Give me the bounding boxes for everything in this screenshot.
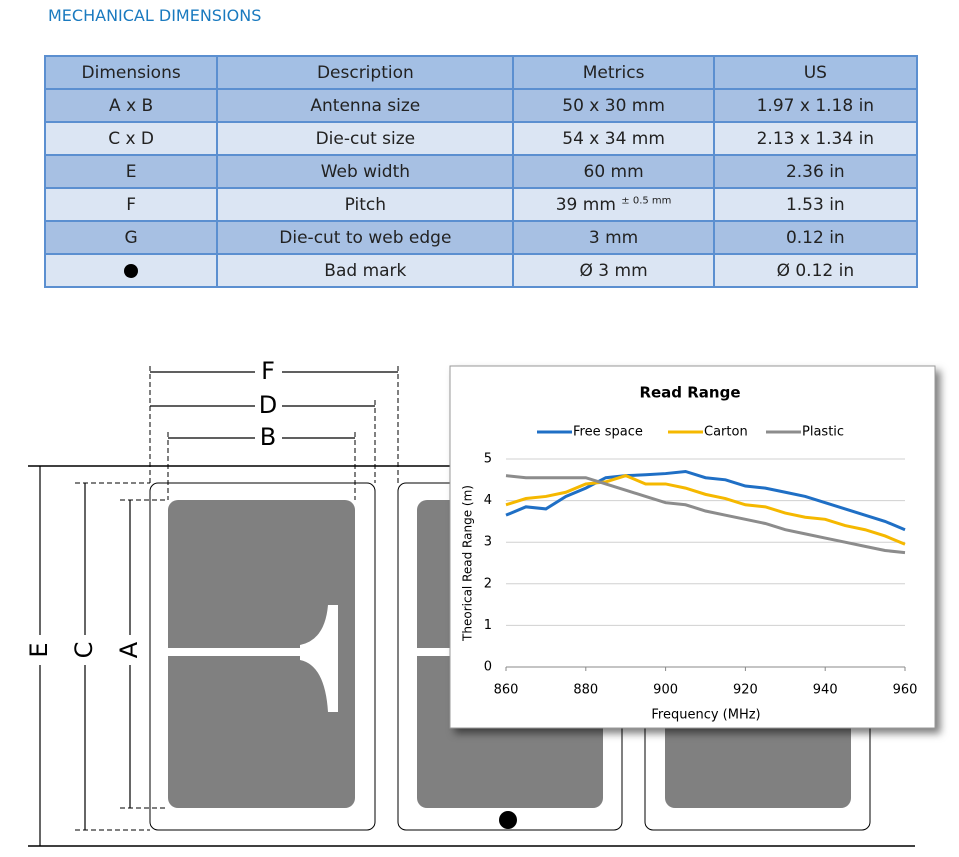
table-cell: Bad mark [216,253,515,288]
dim-label: B [260,423,276,451]
table-cell: 3 mm [512,220,715,255]
table-row: Bad mark Ø 3 mm Ø 0.12 in [43,253,919,288]
table-cell: 54 x 34 mm [512,121,715,156]
y-tick-label: 2 [484,576,492,591]
table-cell: Die-cut to web edge [216,220,515,255]
y-tick-label: 4 [484,493,492,508]
legend-label: Carton [704,425,748,440]
column-header: Dimensions [43,55,219,90]
table-cell: C x D [43,121,219,156]
table-row: C x D Die-cut size 54 x 34 mm 2.13 x 1.34 i… [43,121,919,156]
section-title: MECHANICAL DIMENSIONS [48,6,262,25]
table-cell: Ø 3 mm [512,253,715,288]
chart: Read Range Frequency (MHz) Theorical Rea… [449,365,936,729]
table-cell: A x B [43,88,219,123]
table-cell: Ø 0.12 in [712,253,919,288]
y-tick-label: 0 [484,660,492,675]
table-cell: Antenna size [216,88,515,123]
table-cell: 2.36 in [712,154,919,189]
dim-label: C [70,642,98,659]
dimensions-table: Dimensions Description Metrics US A x B Ante… [43,55,919,288]
x-axis-title: Frequency (MHz) [651,708,760,723]
table-cell: Die-cut size [216,121,515,156]
dim-label: D [259,391,277,419]
x-tick-label: 880 [573,683,598,698]
table-cell [43,253,219,288]
table-cell: 1.53 in [712,187,919,222]
x-tick-label: 860 [494,683,519,698]
table-row: G Die-cut to web edge 3 mm 0.12 in [43,220,919,255]
dim-label: E [25,642,53,657]
cell-superscript: ± 0.5 mm [621,194,672,206]
table-cell: F [43,187,219,222]
legend-label: Free space [573,425,643,440]
x-tick-label: 900 [653,683,678,698]
x-tick-label: 940 [813,683,838,698]
series-line [505,474,906,546]
legend-label: Plastic [802,425,844,440]
y-axis-title: Theorical Read Range (m) [461,485,475,642]
table-cell: 50 x 30 mm [512,88,715,123]
x-tick-label: 960 [893,683,918,698]
table-cell: 2.13 x 1.34 in [712,121,919,156]
table-cell: G [43,220,219,255]
table-row: E Web width 60 mm 2.36 in [43,154,919,189]
table-cell: Pitch [216,187,515,222]
table-cell: 1.97 x 1.18 in [712,88,919,123]
y-tick-label: 3 [484,535,492,550]
table-cell: Web width [216,154,515,189]
table-row: F Pitch 39 mm ± 0.5 mm 1.53 in [43,187,919,222]
column-header: Metrics [512,55,715,90]
chart-title: Read Range [639,384,740,402]
table-cell: 60 mm [512,154,715,189]
table-cell: 39 mm ± 0.5 mm [512,187,715,222]
table-cell: E [43,154,219,189]
x-tick-label: 920 [733,683,758,698]
table-row: A x B Antenna size 50 x 30 mm 1.97 x 1.18 i… [43,88,919,123]
column-header: US [712,55,919,90]
dim-label: A [115,641,143,658]
series-line [505,474,906,555]
cell-text: 39 mm [555,194,616,215]
column-header: Description [216,55,515,90]
y-tick-label: 1 [484,618,492,633]
dim-label: F [261,357,275,385]
bad-mark-dot [124,263,139,278]
table-cell: 0.12 in [712,220,919,255]
y-tick-label: 5 [484,452,492,467]
series-line [505,469,906,532]
